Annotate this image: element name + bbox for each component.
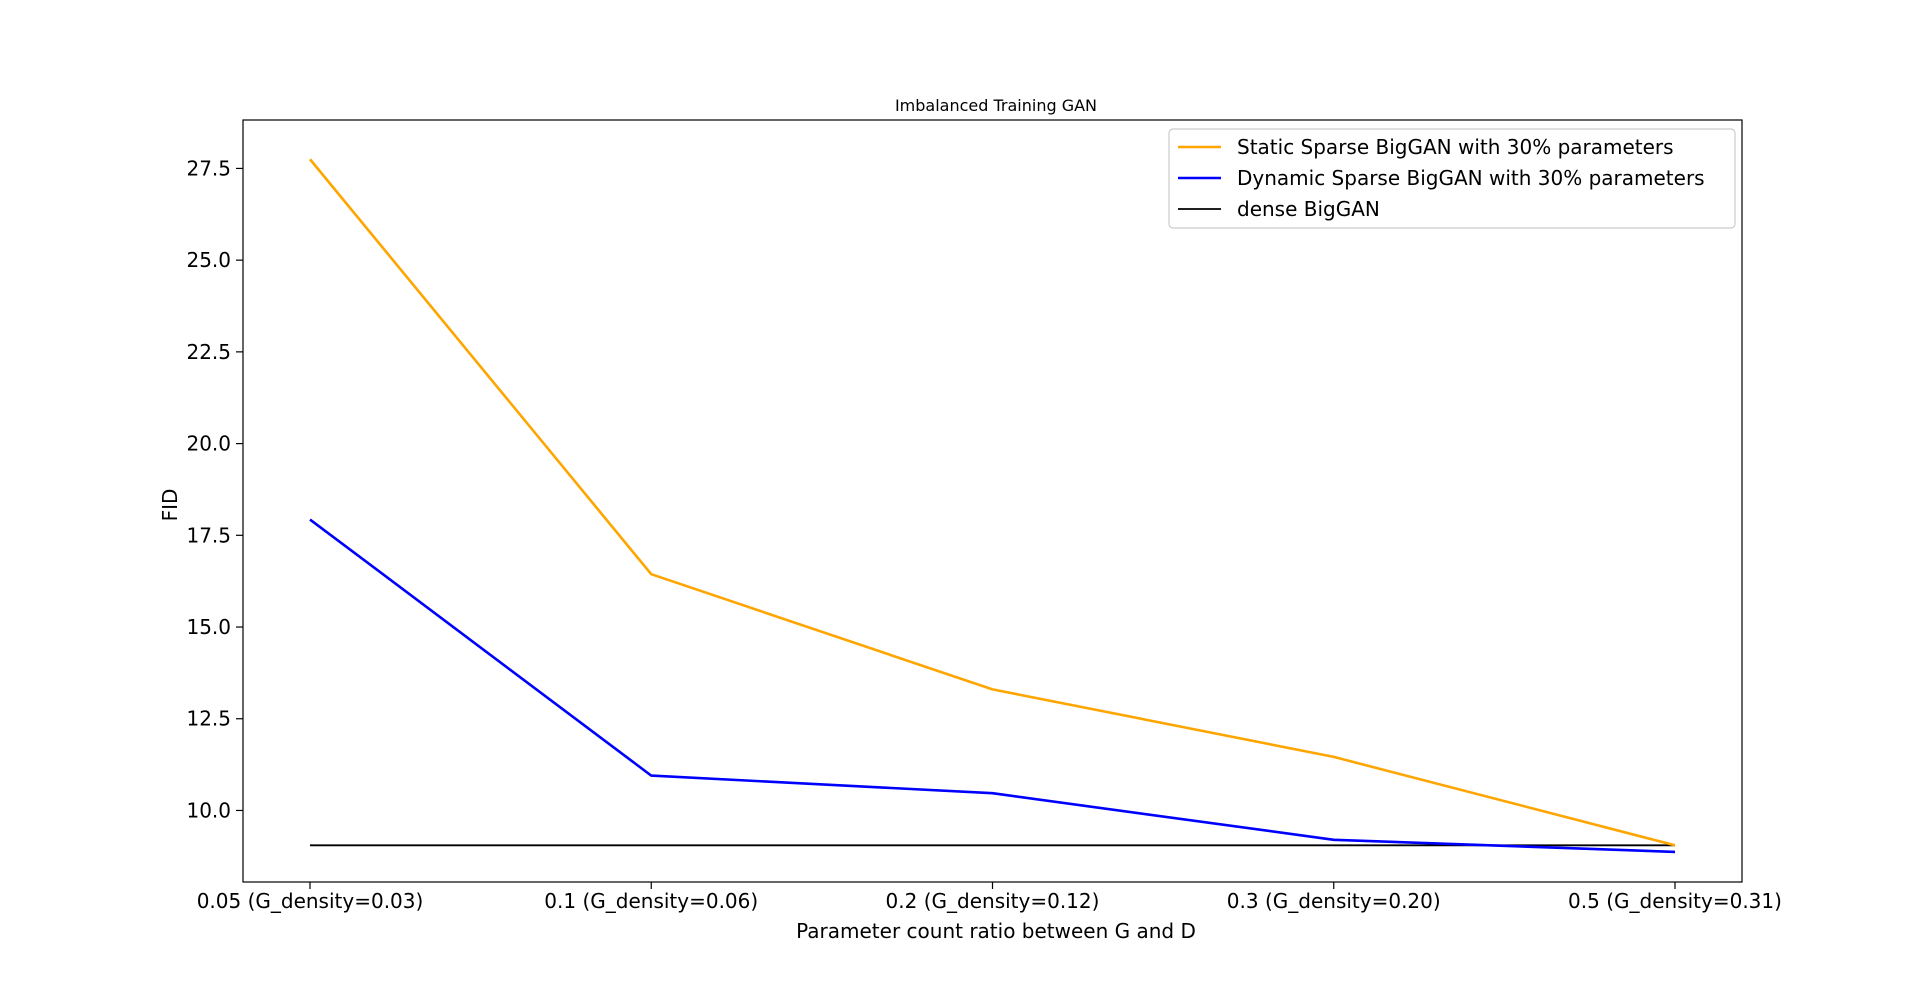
y-axis-label: FID	[158, 489, 182, 522]
y-tick-label: 12.5	[186, 707, 231, 731]
legend-label: Dynamic Sparse BigGAN with 30% parameter…	[1237, 166, 1705, 190]
legend-box	[1168, 128, 1736, 229]
legend-label: Static Sparse BigGAN with 30% parameters	[1237, 135, 1674, 159]
y-tick-label: 15.0	[186, 615, 231, 639]
x-tick-label: 0.1 (G_density=0.06)	[544, 889, 758, 913]
plot-area	[308, 158, 1676, 854]
x-tick-label: 0.2 (G_density=0.12)	[886, 889, 1100, 913]
x-axis-label: Parameter count ratio between G and D	[796, 919, 1196, 943]
x-tick-label: 0.5 (G_density=0.31)	[1568, 889, 1782, 913]
x-axis: 0.05 (G_density=0.03) 0.1 (G_density=0.06…	[197, 882, 1782, 913]
y-axis: 10.0 12.5 15.0 17.5 20.0 22.5 25.0 27.5	[186, 156, 243, 822]
x-tick-label: 0.05 (G_density=0.03)	[197, 889, 424, 913]
y-tick-label: 10.0	[186, 798, 231, 822]
chart-title: Imbalanced Training GAN	[895, 96, 1097, 115]
series-line-0	[308, 158, 1676, 847]
y-tick-label: 27.5	[186, 156, 231, 180]
y-tick-label: 17.5	[186, 523, 231, 547]
legend: Static Sparse BigGAN with 30% parameters…	[1168, 128, 1736, 229]
y-tick-label: 22.5	[186, 340, 231, 364]
plot-frame	[242, 119, 1743, 883]
legend-label: dense BigGAN	[1237, 197, 1380, 221]
y-tick-label: 20.0	[186, 432, 231, 456]
x-tick-label: 0.3 (G_density=0.20)	[1227, 889, 1441, 913]
y-tick-label: 25.0	[186, 248, 231, 272]
series-line-1	[309, 518, 1676, 854]
